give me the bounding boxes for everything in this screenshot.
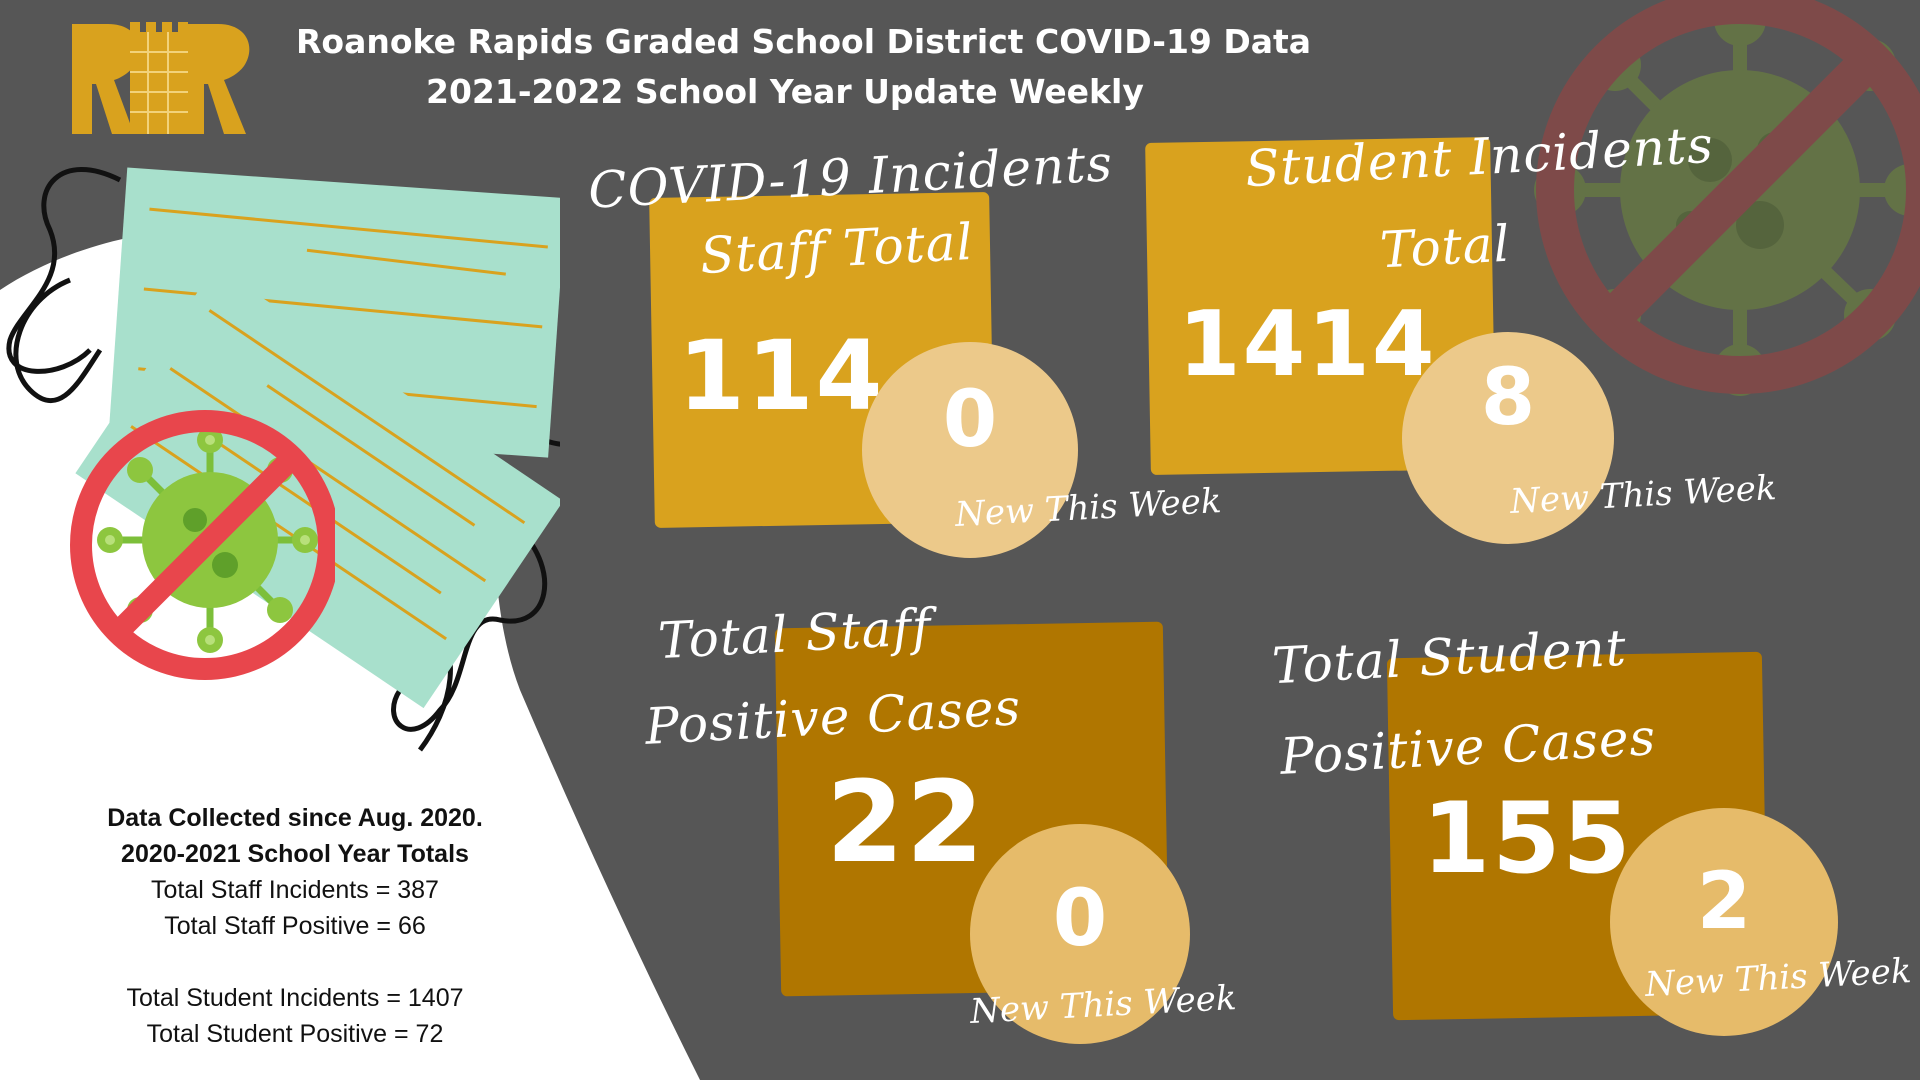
staff-positive-new-count: 0 <box>1052 874 1108 964</box>
notes-prior-year-heading: 2020-2021 School Year Totals <box>121 840 469 868</box>
staff-incidents-new-count: 0 <box>942 375 998 465</box>
student-incidents-total: 1414 <box>1178 292 1437 397</box>
student-incidents-new-count: 8 <box>1480 353 1536 443</box>
prior-year-totals: Data Collected since Aug. 2020. 2020-202… <box>60 800 530 1052</box>
staff-incidents-new-circle: 0 <box>862 342 1078 558</box>
no-virus-icon <box>70 410 335 680</box>
notes-student-incidents: Total Student Incidents = 1407 <box>126 984 464 1012</box>
notes-staff-positive: Total Staff Positive = 66 <box>164 912 426 940</box>
staff-positive-new-circle: 0 <box>970 824 1190 1044</box>
notes-student-positive: Total Student Positive = 72 <box>146 1020 444 1048</box>
student-positive-new-count: 2 <box>1696 857 1752 947</box>
page-title: Roanoke Rapids Graded School District CO… <box>296 22 1312 61</box>
rr-tower-logo-icon <box>72 22 250 134</box>
student-incidents-new-circle: 8 <box>1402 332 1614 544</box>
notes-staff-incidents: Total Staff Incidents = 387 <box>151 876 439 904</box>
notes-spacer <box>60 944 530 980</box>
page-subtitle: 2021-2022 School Year Update Weekly <box>426 72 1144 111</box>
student-positive-total: 155 <box>1422 782 1633 896</box>
staff-incidents-total: 114 <box>678 320 885 432</box>
notes-collected-since: Data Collected since Aug. 2020. <box>107 804 483 832</box>
student-incidents-title-line2: Total <box>1378 214 1512 280</box>
student-positive-new-circle: 2 <box>1610 808 1838 1036</box>
staff-positive-total: 22 <box>826 758 986 888</box>
no-virus-icon <box>1534 0 1920 396</box>
